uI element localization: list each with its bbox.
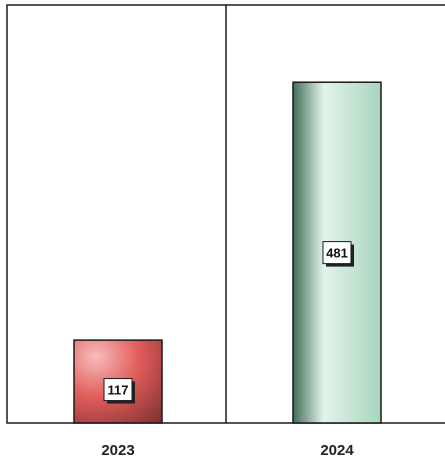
x-tick-label-2024: 2024 [320,442,354,459]
data-label-box [322,241,352,265]
data-label-2023: 117 [103,378,135,404]
data-label-box [103,378,133,402]
data-label-text-2024: 481 [326,246,348,261]
data-label-2024: 481 [322,241,354,267]
x-tick-label-2023: 2023 [101,442,134,459]
data-label-text-2023: 117 [108,383,129,398]
